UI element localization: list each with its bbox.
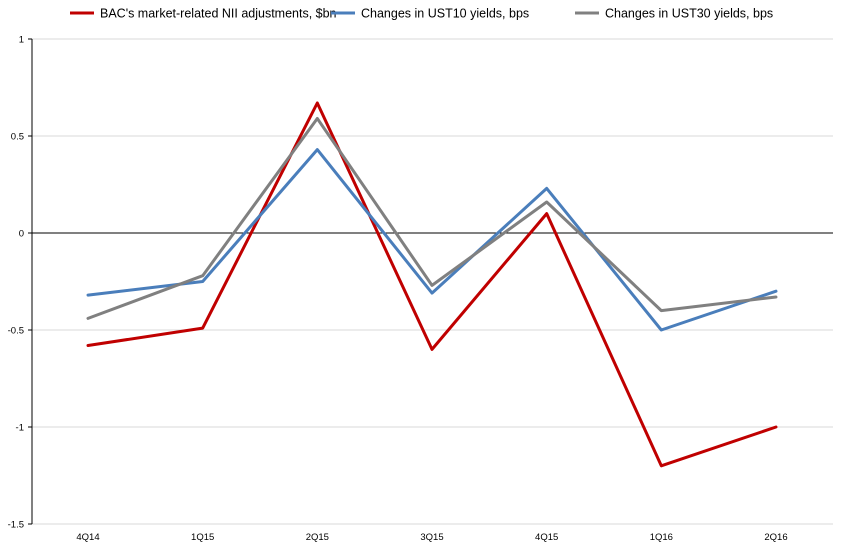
series-line-1 (86, 101, 778, 468)
legend-label: BAC's market-related NII adjustments, $b… (100, 7, 337, 21)
x-tick-label: 1Q15 (191, 532, 214, 543)
series-line-3 (86, 117, 778, 320)
y-tick-label: -1 (16, 423, 24, 434)
y-tick-label: -1.5 (8, 520, 24, 531)
axes: 1 0.5 0 -0.5 -1 -1.5 4Q14 1Q15 2Q15 3Q15 4Q15 1Q16 2… (8, 35, 833, 543)
y-tick-label: 0.5 (11, 132, 24, 143)
x-tick-label: 4Q15 (535, 532, 558, 543)
y-tick-label: 0 (19, 229, 24, 240)
legend: BAC's market-related NII adjustments, $b… (70, 7, 773, 21)
x-tick-label: 1Q16 (650, 532, 673, 543)
x-tick-label: 2Q15 (306, 532, 329, 543)
legend-label: Changes in UST10 yields, bps (361, 7, 529, 21)
y-tick-label: -0.5 (8, 326, 24, 337)
legend-label: Changes in UST30 yields, bps (605, 7, 773, 21)
x-tick-label: 4Q14 (76, 532, 99, 543)
y-tick-label: 1 (19, 35, 24, 46)
gridlines (32, 38, 833, 525)
x-tick-label: 3Q15 (420, 532, 443, 543)
series-lines (86, 101, 778, 468)
series-line-2 (86, 148, 778, 332)
x-tick-label: 2Q16 (764, 532, 787, 543)
